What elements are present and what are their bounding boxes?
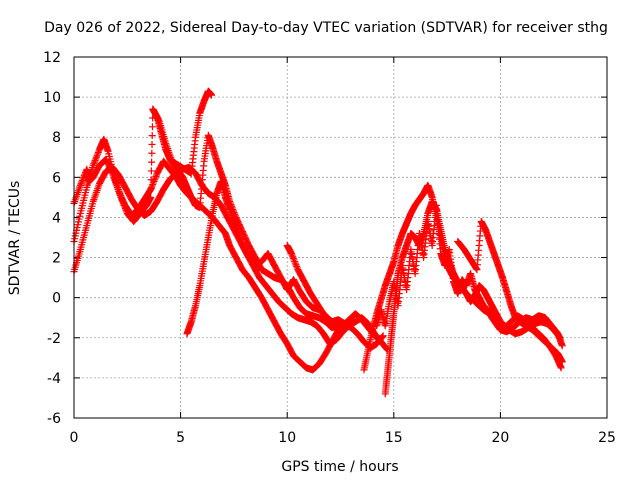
data-point [148,123,156,131]
plot-area [70,87,566,398]
y-axis-label: SDTVAR / TECUs [7,181,23,296]
data-point [117,193,125,201]
data-point [472,265,480,273]
data-point [148,158,156,166]
data-point [94,148,102,156]
data-point [376,337,384,345]
data-point [78,178,86,186]
data-point [291,258,299,266]
grid-lines [74,57,607,418]
data-point [93,152,101,160]
data-point [287,250,295,258]
data-point [558,358,566,366]
y-tick-label: -6 [47,411,61,427]
data-point [147,193,155,201]
data-point [92,153,100,161]
data-point [152,173,160,181]
data-point [231,220,239,228]
data-point [119,198,127,206]
data-point [148,140,156,148]
y-tick-label: -2 [47,331,61,347]
data-point [94,150,102,158]
y-tick-label: -4 [47,371,61,387]
y-tick-label: 12 [43,50,61,66]
data-point [229,213,237,221]
data-point [379,332,387,340]
data-point [76,181,84,189]
y-tick-label: 0 [52,291,61,307]
data-point [377,338,385,346]
data-point [290,256,298,264]
data-point [90,160,98,168]
data-point [376,337,384,345]
data-point [147,176,155,184]
data-point [121,205,129,213]
data-point [151,174,159,182]
data-point [292,261,300,269]
data-point [226,205,234,213]
data-point [229,215,237,223]
x-tick-label: 20 [491,430,509,446]
data-point [288,251,296,259]
data-point [230,217,238,225]
data-point [227,209,235,217]
data-point [291,259,299,267]
data-point [89,161,97,169]
series-track-9 [373,201,566,350]
data-point [147,185,155,193]
data-point [208,91,216,99]
data-point [78,177,86,185]
data-point [557,364,565,372]
data-point [120,201,128,209]
data-point [91,156,99,164]
series-track-10 [454,217,566,366]
y-tick-label: 10 [43,90,61,106]
plot-border [73,56,608,419]
x-tick-label: 0 [70,430,79,446]
data-point [289,253,297,261]
data-point [119,200,127,208]
series-track-8 [381,197,565,398]
data-point [148,149,156,157]
y-tick-label: 2 [52,251,61,267]
data-point [149,181,157,189]
y-tick-label: 4 [52,210,61,226]
x-tick-label: 5 [176,430,185,446]
axis-ticks: 0 5 10 15 20 25 -6 -4 -2 0 2 4 6 8 10 12 [43,50,616,446]
y-tick-label: 6 [52,170,61,186]
data-point [228,212,236,220]
data-point [293,262,301,270]
x-tick-label: 25 [598,430,616,446]
x-axis-label: GPS time / hours [281,459,398,475]
data-point [289,254,297,262]
data-point [147,167,155,175]
data-point [148,132,156,140]
data-point [228,210,236,218]
data-point [77,180,85,188]
series-track-5 [149,87,216,177]
data-point [122,206,130,214]
data-point [118,195,126,203]
data-point [558,342,566,350]
x-tick-label: 15 [385,430,403,446]
data-point [231,218,239,226]
x-tick-label: 10 [278,430,296,446]
y-tick-label: 8 [52,130,61,146]
data-point [90,158,98,166]
data-point [121,203,129,211]
data-point [118,197,126,205]
data-point [226,207,234,215]
data-point [92,155,100,163]
chart-title: Day 026 of 2022, Sidereal Day-to-day VTE… [44,20,608,36]
data-point [155,116,163,124]
